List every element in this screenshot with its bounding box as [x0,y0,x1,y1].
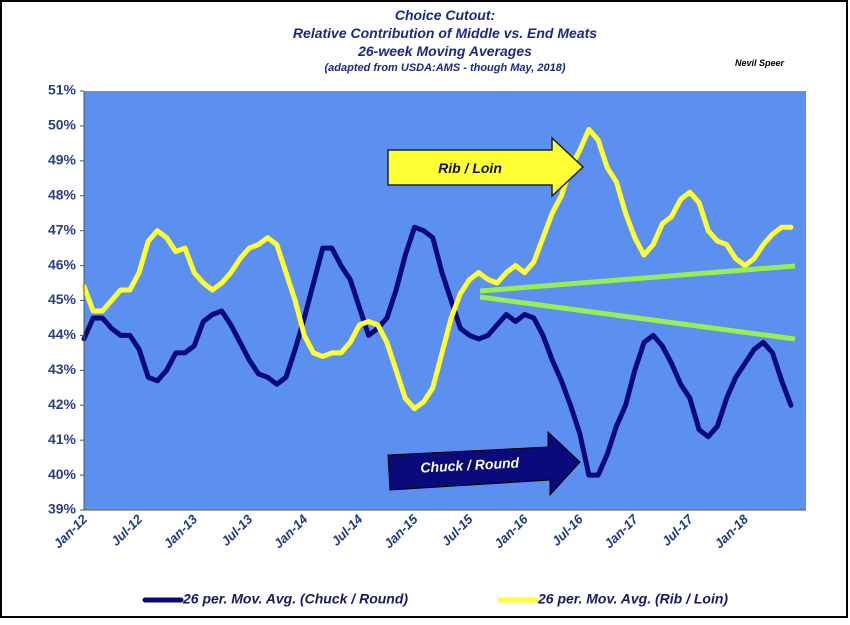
y-tick-label: 43% [48,361,77,377]
y-tick-label: 40% [48,466,77,482]
author: Nevil Speer [735,58,785,68]
chart-title: Relative Contribution of Middle vs. End … [293,25,597,41]
y-tick-label: 46% [48,256,77,272]
chart-subtitle: 26-week Moving Averages [357,43,532,59]
y-tick-label: 39% [48,501,77,517]
trend-line [479,294,796,342]
y-tick-label: 47% [48,221,77,237]
y-tick-label: 44% [48,326,77,342]
y-tick-label: 48% [48,186,77,202]
legend-label: 26 per. Mov. Avg. (Chuck / Round) [182,591,408,607]
series-line [81,224,794,478]
y-tick-label: 51% [48,82,77,98]
y-tick-label: 42% [48,396,77,412]
y-tick-label: 41% [48,431,77,447]
annotation: Chuck / Round [420,454,520,475]
arrow [387,136,585,198]
chart-source: (adapted from USDA:AMS - though May, 201… [325,62,566,74]
annotation: Rib / Loin [438,160,502,176]
y-tick-label: 45% [48,291,77,307]
legend-label: 26 per. Mov. Avg. (Rib / Loin) [537,591,728,607]
y-tick-label: 50% [48,117,77,133]
series-line [81,126,794,412]
chart-title: Choice Cutout: [395,7,495,23]
arrow [387,430,581,497]
trend-line [479,263,796,294]
y-tick-label: 49% [48,152,77,168]
